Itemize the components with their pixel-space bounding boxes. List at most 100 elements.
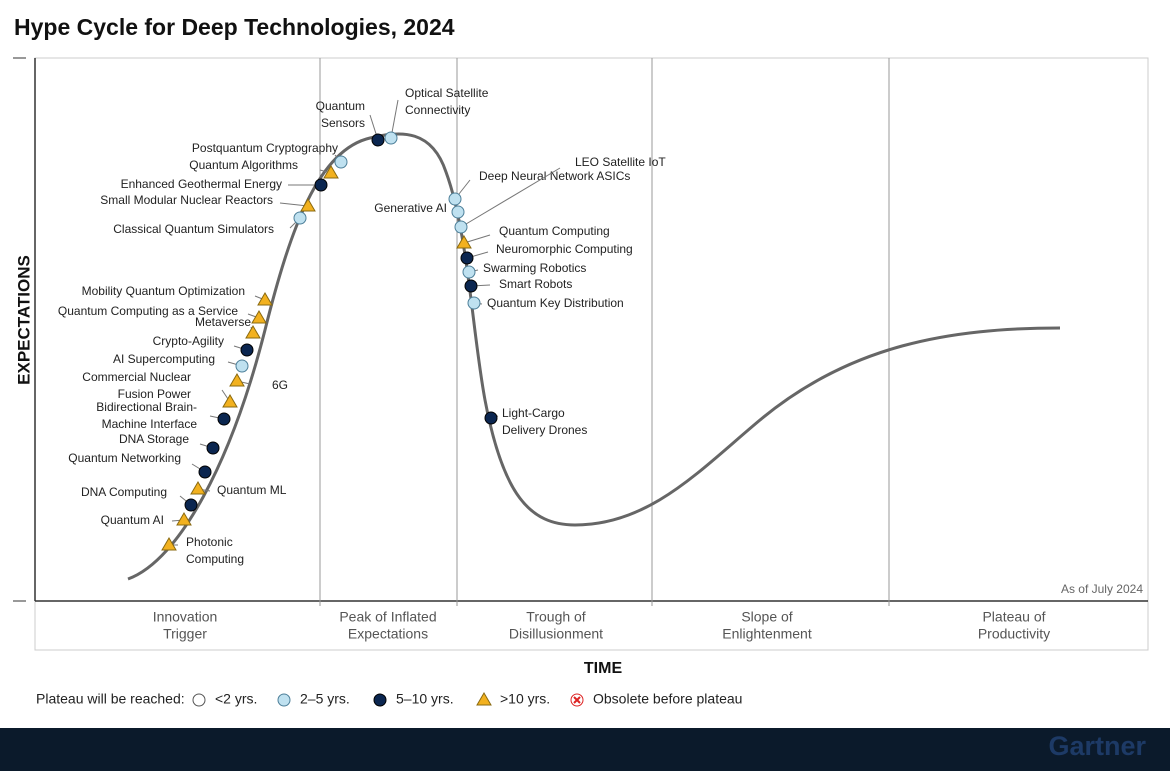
technology-marker xyxy=(448,192,462,206)
technology-marker xyxy=(460,251,474,265)
hype-curve xyxy=(127,132,1061,581)
phase-label: Trough of xyxy=(526,609,586,625)
phase-label: Productivity xyxy=(978,626,1050,642)
technology-label: LEO Satellite IoT xyxy=(575,155,666,169)
technology-label: Connectivity xyxy=(405,103,470,117)
technology-marker xyxy=(245,325,261,339)
phase-label: Slope of xyxy=(741,609,792,625)
technology-marker xyxy=(384,131,398,145)
technology-label: Quantum AI xyxy=(101,513,164,527)
phase-label: Plateau of xyxy=(982,609,1045,625)
technology-label: Light-Cargo xyxy=(502,406,565,420)
technology-label: 6G xyxy=(272,378,288,392)
technology-label: Quantum ML xyxy=(217,483,287,497)
technology-label: Mobility Quantum Optimization xyxy=(82,284,245,298)
technology-marker xyxy=(467,296,481,310)
technology-marker xyxy=(257,292,273,306)
technology-label: Crypto-Agility xyxy=(153,334,224,348)
technology-marker xyxy=(293,211,307,225)
technology-marker xyxy=(161,537,177,551)
brand: Gartner xyxy=(1048,731,1146,761)
technology-label: Smart Robots xyxy=(499,277,572,291)
technology-label: Photonic xyxy=(186,535,233,549)
technology-label: Machine Interface xyxy=(102,417,198,431)
technology-label: Postquantum Cryptography xyxy=(192,141,338,155)
legend-marker xyxy=(277,693,291,707)
technology-label: Optical Satellite xyxy=(405,86,489,100)
legend-label: 2–5 yrs. xyxy=(300,691,350,707)
technology-marker xyxy=(334,155,348,169)
technology-label: Sensors xyxy=(321,116,365,130)
technology-marker xyxy=(222,394,238,408)
as-of: As of July 2024 xyxy=(1061,582,1143,596)
technology-marker xyxy=(190,481,206,495)
technology-marker xyxy=(229,373,245,387)
phase-label: Disillusionment xyxy=(509,626,603,642)
technology-label: Commercial Nuclear xyxy=(82,370,191,384)
phase-label: Innovation xyxy=(153,609,218,625)
technology-marker xyxy=(176,512,192,526)
technology-label: DNA Storage xyxy=(119,432,189,446)
x-axis-label: TIME xyxy=(584,660,623,677)
technology-marker xyxy=(300,198,316,212)
technology-label: Neuromorphic Computing xyxy=(496,242,633,256)
y-axis-label: EXPECTATIONS xyxy=(14,255,33,385)
leader-line xyxy=(460,167,561,228)
technology-marker xyxy=(323,165,339,179)
phase-band xyxy=(34,600,1149,651)
legend-label: 5–10 yrs. xyxy=(396,691,454,707)
technology-label: Enhanced Geothermal Energy xyxy=(121,177,282,191)
technology-label: Computing xyxy=(186,552,244,566)
phase-label: Trigger xyxy=(163,626,207,642)
technology-label: Quantum Key Distribution xyxy=(487,296,624,310)
technology-label: Swarming Robotics xyxy=(483,261,586,275)
legend-label: >10 yrs. xyxy=(500,691,550,707)
legend-label: <2 yrs. xyxy=(215,691,257,707)
legend-title: Plateau will be reached: xyxy=(36,691,185,707)
footer xyxy=(0,728,1170,771)
technology-label: Quantum Algorithms xyxy=(189,158,298,172)
technology-marker xyxy=(240,343,254,357)
technology-marker xyxy=(217,412,231,426)
legend-marker-x xyxy=(573,696,581,704)
technology-marker xyxy=(314,178,328,192)
technology-label: Bidirectional Brain- xyxy=(96,400,197,414)
technology-marker xyxy=(484,411,498,425)
technology-marker xyxy=(251,310,267,324)
technology-marker xyxy=(371,133,385,147)
title: Hype Cycle for Deep Technologies, 2024 xyxy=(14,14,455,40)
technology-marker xyxy=(198,465,212,479)
technology-marker xyxy=(456,235,472,249)
technology-marker xyxy=(206,441,220,455)
technology-label: Quantum Computing xyxy=(499,224,610,238)
technology-marker xyxy=(184,498,198,512)
legend-marker xyxy=(373,693,387,707)
technology-label: Quantum Networking xyxy=(68,451,181,465)
technology-marker xyxy=(451,205,465,219)
technology-label: Fusion Power xyxy=(118,387,191,401)
technology-marker xyxy=(464,279,478,293)
technology-label: AI Supercomputing xyxy=(113,352,215,366)
technology-label: Metaverse xyxy=(195,315,251,329)
leader-line xyxy=(463,234,491,244)
technology-label: Delivery Drones xyxy=(502,423,587,437)
phase-label: Peak of Inflated xyxy=(339,609,436,625)
technology-label: DNA Computing xyxy=(81,485,167,499)
technology-marker xyxy=(235,359,249,373)
technology-label: Small Modular Nuclear Reactors xyxy=(100,193,273,207)
technology-label: Quantum xyxy=(316,99,365,113)
legend-marker xyxy=(192,693,206,707)
plot-area xyxy=(34,57,1149,602)
technology-marker xyxy=(454,220,468,234)
technology-label: Generative AI xyxy=(374,201,447,215)
legend-label: Obsolete before plateau xyxy=(593,691,742,707)
phase-label: Enlightenment xyxy=(722,626,812,642)
technology-marker xyxy=(462,265,476,279)
technology-label: Deep Neural Network ASICs xyxy=(479,169,630,183)
leader-line xyxy=(279,202,309,207)
technology-label: Quantum Computing as a Service xyxy=(58,304,238,318)
legend-marker xyxy=(476,692,492,706)
